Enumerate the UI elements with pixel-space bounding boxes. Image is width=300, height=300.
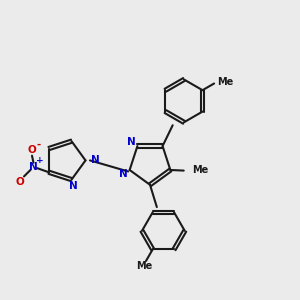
Text: N: N bbox=[119, 169, 128, 179]
Text: O: O bbox=[28, 145, 36, 155]
Text: N: N bbox=[127, 137, 135, 148]
Text: -: - bbox=[36, 140, 41, 150]
Text: N: N bbox=[91, 155, 99, 165]
Text: N: N bbox=[29, 162, 38, 172]
Text: Me: Me bbox=[192, 165, 208, 175]
Text: Me: Me bbox=[136, 261, 153, 271]
Text: Me: Me bbox=[217, 77, 233, 87]
Text: +: + bbox=[36, 156, 44, 165]
Text: N: N bbox=[69, 181, 77, 191]
Text: O: O bbox=[15, 177, 24, 188]
